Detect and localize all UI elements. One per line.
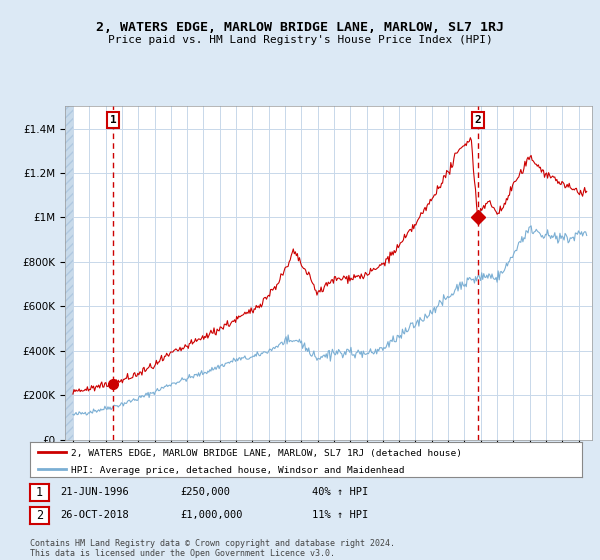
Text: 11% ↑ HPI: 11% ↑ HPI (312, 510, 368, 520)
Text: 1: 1 (36, 486, 43, 499)
Text: 26-OCT-2018: 26-OCT-2018 (60, 510, 129, 520)
Text: 2, WATERS EDGE, MARLOW BRIDGE LANE, MARLOW, SL7 1RJ (detached house): 2, WATERS EDGE, MARLOW BRIDGE LANE, MARL… (71, 449, 463, 458)
Text: 1: 1 (110, 115, 116, 125)
Text: 2: 2 (475, 115, 481, 125)
Text: 2, WATERS EDGE, MARLOW BRIDGE LANE, MARLOW, SL7 1RJ: 2, WATERS EDGE, MARLOW BRIDGE LANE, MARL… (96, 21, 504, 34)
Text: £250,000: £250,000 (180, 487, 230, 497)
Text: Contains HM Land Registry data © Crown copyright and database right 2024.
This d: Contains HM Land Registry data © Crown c… (30, 539, 395, 558)
Text: HPI: Average price, detached house, Windsor and Maidenhead: HPI: Average price, detached house, Wind… (71, 466, 405, 475)
Text: Price paid vs. HM Land Registry's House Price Index (HPI): Price paid vs. HM Land Registry's House … (107, 35, 493, 45)
Text: 40% ↑ HPI: 40% ↑ HPI (312, 487, 368, 497)
Text: £1,000,000: £1,000,000 (180, 510, 242, 520)
Text: 21-JUN-1996: 21-JUN-1996 (60, 487, 129, 497)
Bar (65, 106, 73, 440)
Text: 2: 2 (36, 509, 43, 522)
